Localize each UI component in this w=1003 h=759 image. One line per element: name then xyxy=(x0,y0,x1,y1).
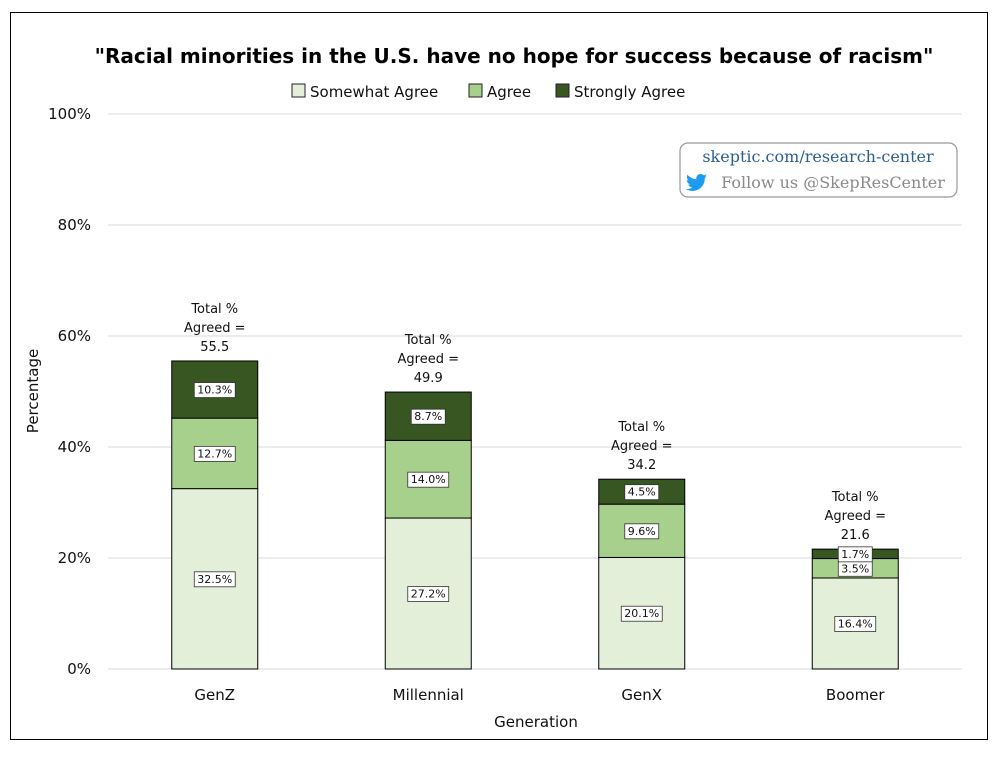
data-label-box xyxy=(410,408,446,425)
chart-title: "Racial minorities in the U.S. have no h… xyxy=(95,44,934,68)
x-tick-label: Millennial xyxy=(393,686,464,704)
total-label: 34.2 xyxy=(627,458,656,473)
legend: Somewhat Agree Agree Strongly Agree xyxy=(291,83,685,101)
data-label: 10.3% xyxy=(197,384,232,397)
legend-label-somewhat-agree: Somewhat Agree xyxy=(310,83,438,101)
data-label: 3.5% xyxy=(841,562,869,575)
x-tick-label: GenX xyxy=(621,686,662,704)
bar-stack-genz: 32.5% 12.7% 10.3% Total % Agreed = 55.5 xyxy=(171,302,259,670)
data-label: 14.0% xyxy=(411,473,446,486)
data-label-box xyxy=(624,484,660,501)
data-label: 12.7% xyxy=(197,447,232,460)
data-label-box xyxy=(620,605,663,622)
legend-swatch-agree xyxy=(468,83,483,98)
data-label: 27.2% xyxy=(411,588,446,601)
data-label: 4.5% xyxy=(628,486,656,499)
data-label-box xyxy=(193,445,236,462)
total-label: Agreed = xyxy=(611,439,672,454)
watermark-follow-text: Follow us @SkepResCenter xyxy=(721,173,945,192)
data-label-box xyxy=(193,382,236,398)
total-label: 21.6 xyxy=(841,528,870,543)
y-tick-label: 60% xyxy=(58,327,91,345)
data-label: 9.6% xyxy=(628,525,656,538)
legend-swatch-strongly-agree xyxy=(555,83,570,98)
data-label: 32.5% xyxy=(197,573,232,586)
data-label-box xyxy=(834,616,877,632)
y-axis-ticks: 0% 20% 40% 60% 80% 100% xyxy=(48,105,91,678)
legend-label-agree: Agree xyxy=(487,83,531,101)
data-label-box xyxy=(407,471,450,488)
y-axis-title: Percentage xyxy=(24,349,42,433)
y-tick-label: 80% xyxy=(58,216,91,234)
total-label: Total % xyxy=(831,490,879,505)
bar-stack-boomer: 16.4% 3.5%1.7% Total % Agreed = 21.6 xyxy=(811,490,899,670)
total-label: 49.9 xyxy=(414,371,443,386)
watermark-url: skeptic.com/research-center xyxy=(702,147,934,166)
watermark-border xyxy=(679,142,958,198)
bars: 32.5% 12.7% 10.3% Total % Agreed = 55.5 27.2% 1… xyxy=(171,302,899,670)
x-axis-labels: GenZ Millennial GenX Boomer xyxy=(194,686,885,704)
x-axis-title: Generation xyxy=(494,713,578,731)
data-label-box xyxy=(407,586,450,602)
y-tick-label: 0% xyxy=(67,660,91,678)
total-label: Total % xyxy=(617,420,665,435)
data-label: 1.7% xyxy=(841,548,869,561)
total-label: 55.5 xyxy=(200,340,229,355)
total-label: Agreed = xyxy=(825,509,886,524)
data-label-box xyxy=(193,571,236,588)
y-tick-label: 20% xyxy=(58,549,91,567)
bar-stack-genx: 20.1% 9.6% 4.5% Total % Agreed = 34.2 xyxy=(598,420,686,670)
data-label-box xyxy=(624,523,660,540)
x-tick-label: GenZ xyxy=(194,686,235,704)
total-label: Total % xyxy=(404,333,452,348)
data-label: 20.1% xyxy=(624,607,659,620)
y-tick-label: 40% xyxy=(58,438,91,456)
watermark-box: skeptic.com/research-center Follow us @S… xyxy=(679,142,958,198)
legend-swatch-somewhat-agree xyxy=(291,83,306,98)
twitter-bird-icon xyxy=(685,174,708,191)
data-label: 16.4% xyxy=(838,617,873,630)
y-tick-label: 100% xyxy=(48,105,91,123)
total-label: Total % xyxy=(190,302,238,317)
data-label-box xyxy=(837,546,873,563)
bar-stack-millennial: 27.2% 14.0% 8.7% Total % Agreed = 49.9 xyxy=(384,333,472,670)
legend-label-strongly-agree: Strongly Agree xyxy=(574,83,685,101)
total-label: Agreed = xyxy=(398,352,459,367)
total-label: Agreed = xyxy=(184,321,245,336)
x-tick-label: Boomer xyxy=(826,686,885,704)
data-label: 8.7% xyxy=(414,410,442,423)
